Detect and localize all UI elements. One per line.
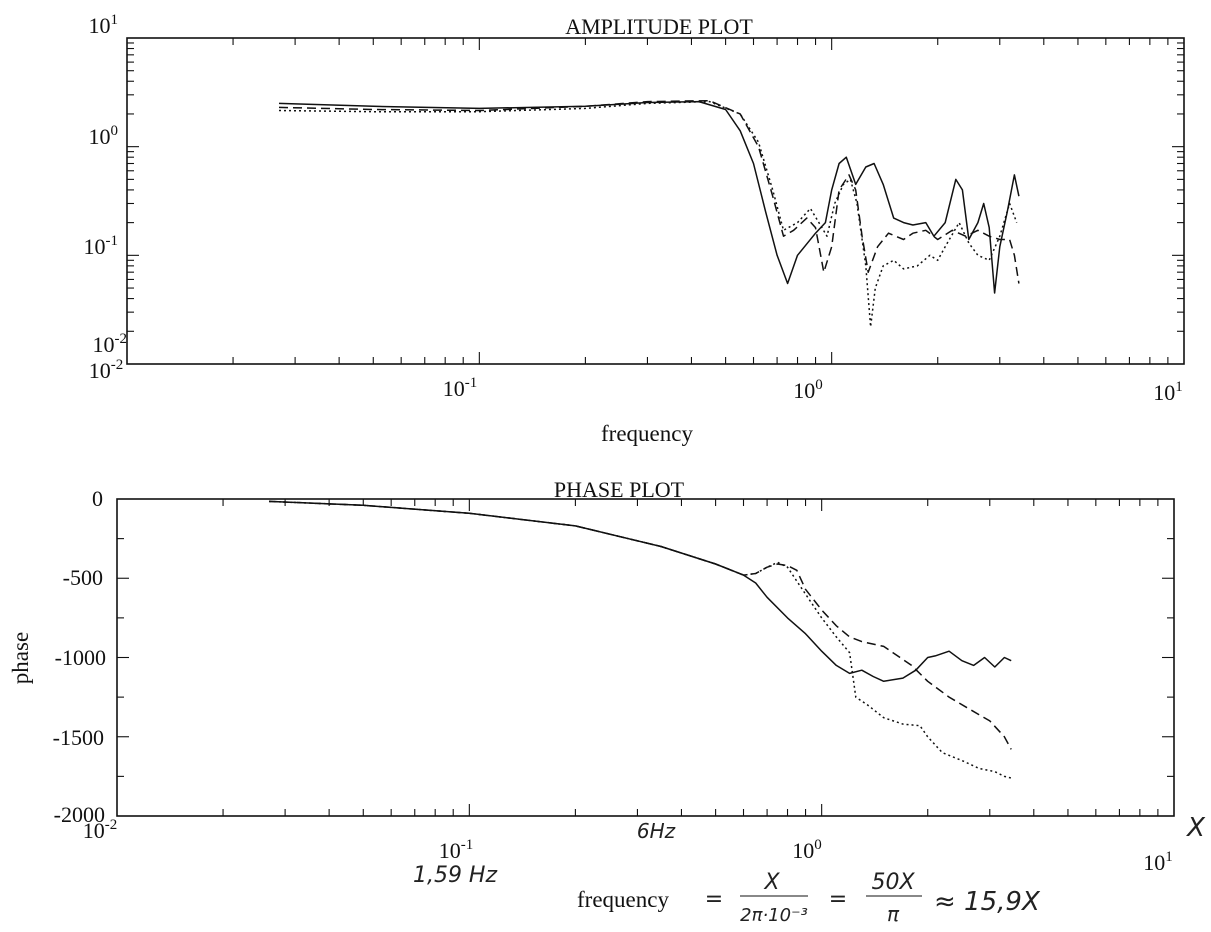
phase-ytick--1500: -1500: [53, 725, 104, 750]
formula-fraction-2-denominator: π: [887, 902, 900, 926]
amplitude-title: AMPLITUDE PLOT: [565, 14, 753, 39]
formula-approximation: ≈ 15,9X: [934, 887, 1041, 917]
amplitude-chart: AMPLITUDE PLOT 101 100 10-1 10-2 10-2 10…: [84, 12, 1185, 446]
formula-equals-2: =: [829, 887, 847, 912]
phase-ytick--1000: -1000: [55, 645, 106, 670]
phase-series-dotted: [268, 500, 1012, 779]
amp-ytick-10^-2: 10-2: [93, 331, 128, 357]
amplitude-series-dashed: [278, 99, 1020, 284]
amplitude-series-dotted: [278, 100, 1018, 328]
phase-xtick-10^1: 101: [1143, 849, 1173, 875]
amplitude-tick-marks: [127, 38, 1184, 364]
formula-frequency-label: frequency: [577, 887, 669, 912]
phase-series-solid: [268, 500, 1012, 683]
phase-xtick-10^-1: 10-1: [439, 837, 474, 863]
phase-ytick--500: -500: [63, 565, 103, 590]
handwritten-annotations: 1,59 Hz 6Hz X frequency = X 2π·10⁻³ = 50…: [413, 813, 1206, 926]
annotation-x-mark: X: [1185, 813, 1206, 843]
formula-fraction-1-numerator: X: [763, 870, 780, 895]
amp-xtick-10^-2: 10-2: [89, 357, 124, 383]
phase-chart: PHASE PLOT 0 -500 -1000 -1500 -2000 phas…: [8, 477, 1175, 875]
phase-ytick--2000: -2000: [54, 802, 105, 827]
phase-series-group: [268, 500, 1012, 779]
amp-ytick-10^1: 101: [89, 12, 119, 38]
amplitude-plot-frame: [126, 37, 1185, 365]
amp-xtick-10^-1: 10-1: [443, 375, 478, 401]
phase-xtick-10^0: 100: [792, 837, 822, 863]
amp-ytick-10^-1: 10-1: [84, 233, 119, 259]
amp-ytick-10^0: 100: [89, 123, 119, 149]
formula-fraction-1-denominator: 2π·10⁻³: [740, 905, 808, 926]
phase-y-axis-label: phase: [8, 632, 33, 684]
formula-equals-1: =: [705, 887, 723, 912]
amplitude-x-axis-label: frequency: [601, 421, 693, 446]
phase-plot-frame: [116, 498, 1175, 817]
amplitude-series-solid: [278, 100, 1020, 294]
phase-tick-marks: [117, 499, 1174, 816]
amp-xtick-10^1: 101: [1153, 379, 1183, 405]
phase-series-dashed: [268, 500, 1012, 750]
formula-fraction-2-numerator: 50X: [871, 870, 915, 895]
annotation-6-hz: 6Hz: [637, 819, 676, 843]
amplitude-series-group: [278, 99, 1020, 328]
phase-xtick-10^-2: 10-2: [83, 817, 118, 843]
phase-title: PHASE PLOT: [554, 477, 685, 502]
phase-ytick-0: 0: [92, 486, 103, 511]
annotation-1-59-hz: 1,59 Hz: [413, 863, 498, 888]
amp-xtick-10^0: 100: [793, 377, 823, 403]
